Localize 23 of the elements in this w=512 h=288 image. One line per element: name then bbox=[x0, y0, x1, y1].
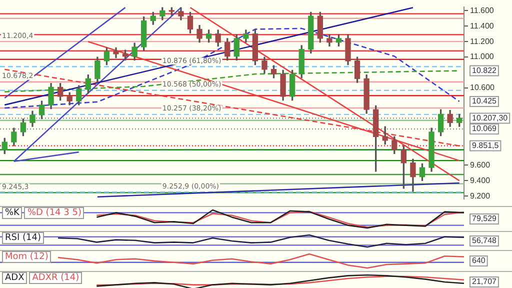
y-tick-label: 9.400 bbox=[470, 176, 491, 185]
text: 56,748 bbox=[472, 236, 498, 246]
series-label: RSI (14) bbox=[2, 232, 44, 244]
y-tick-label: 9.200 bbox=[470, 191, 491, 200]
text: %K bbox=[2, 207, 22, 219]
ref-line-label: 10.207,30 bbox=[472, 113, 508, 122]
ref-line-label: 9.851,5 bbox=[472, 140, 500, 150]
y-tick-label: 11.400 bbox=[470, 21, 494, 30]
y-tick-label: 10.600 bbox=[470, 83, 496, 92]
y-tick-label: 11.200 bbox=[470, 36, 494, 46]
text: ADX bbox=[2, 272, 28, 284]
series-label: ADXR (14) bbox=[29, 272, 82, 284]
y-tick-label: 9.600 bbox=[470, 160, 491, 170]
y-tick-label: 11.600 bbox=[470, 6, 494, 15]
annotation: 21,707 bbox=[472, 277, 498, 286]
text: 640 bbox=[472, 256, 486, 266]
data-label: 10.822 bbox=[472, 66, 498, 75]
series-label: %D (14 3 5) bbox=[24, 207, 84, 219]
series-label: Mom (12) bbox=[2, 251, 52, 263]
text: 79,529 bbox=[472, 214, 498, 224]
y-tick-label: 11.000 bbox=[470, 52, 494, 62]
ref-line-label: 10.069 bbox=[472, 124, 498, 134]
data-label: 10.425 bbox=[472, 96, 498, 106]
